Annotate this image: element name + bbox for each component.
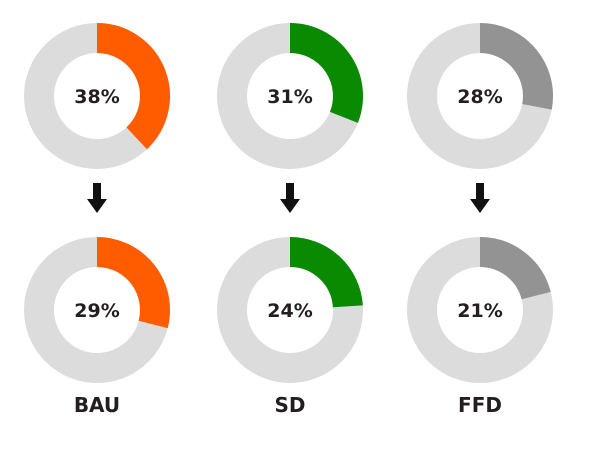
donut-sd-top-segment bbox=[289, 23, 363, 123]
donut-sd-bottom-segment bbox=[289, 237, 363, 309]
donut-bau-bottom: 29% bbox=[24, 237, 170, 383]
arrow-down-icon-sd bbox=[280, 183, 300, 213]
arrow-down-icon-bau bbox=[87, 183, 107, 213]
arrow-down-icon-ffd bbox=[470, 183, 490, 213]
donut-bau-bottom-value-label: 29% bbox=[74, 300, 119, 322]
scenario-label-sd: SD bbox=[274, 393, 305, 417]
donut-bau-top-segment bbox=[96, 23, 170, 150]
donut-ffd-bottom: 21% bbox=[407, 237, 553, 383]
scenario-label-bau: BAU bbox=[74, 393, 120, 417]
donut-ffd-top-value-label: 28% bbox=[457, 86, 502, 108]
donut-sd-top-value-label: 31% bbox=[267, 86, 312, 108]
donut-bau-top-value-label: 38% bbox=[74, 86, 119, 108]
donut-bau-bottom-segment bbox=[96, 237, 170, 329]
donut-ffd-top: 28% bbox=[407, 23, 553, 169]
donut-ffd-top-segment bbox=[479, 23, 553, 110]
donut-sd-bottom-value-label: 24% bbox=[267, 300, 312, 322]
donut-bau-top: 38% bbox=[24, 23, 170, 169]
scenario-label-ffd: FFD bbox=[458, 393, 502, 417]
donut-sd-bottom: 24% bbox=[217, 237, 363, 383]
donut-ffd-bottom-value-label: 21% bbox=[457, 300, 502, 322]
donut-sd-top: 31% bbox=[217, 23, 363, 169]
donut-ffd-bottom-segment bbox=[479, 237, 551, 300]
